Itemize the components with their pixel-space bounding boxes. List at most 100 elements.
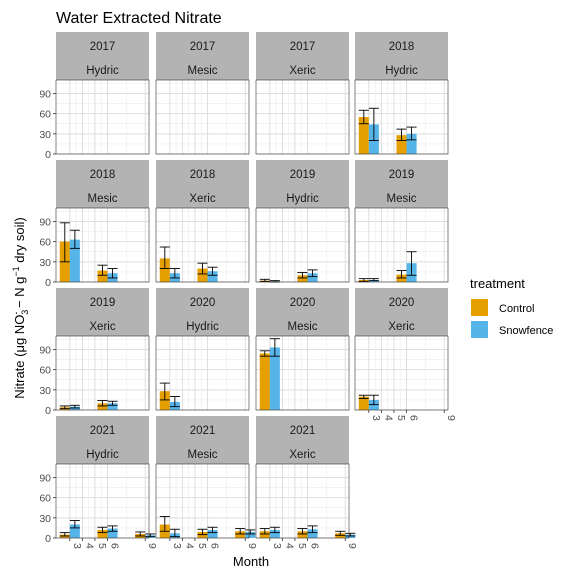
bar-control-month-6 <box>97 403 108 410</box>
error-bar-snowfence-month-9 <box>145 533 156 538</box>
error-bar-snowfence-month-3 <box>368 107 379 141</box>
strip-site-label: Mesic <box>287 321 317 333</box>
panel-2021-mesic: 2021 Mesic 3 4 5 6 9 <box>155 416 258 549</box>
strip-site-label: Hydric <box>385 65 418 77</box>
bar-snowfence-month-3 <box>269 347 280 410</box>
error-bar-control-month-3 <box>259 528 270 535</box>
error-bar-snowfence-month-6 <box>107 525 118 532</box>
bar-control-month-9 <box>235 531 246 538</box>
panel-2020-xeric: 2020 Xeric 3 4 5 6 9 <box>354 288 457 421</box>
error-bar-snowfence-month-6 <box>307 269 318 278</box>
x-tick-label: 4 <box>83 543 95 549</box>
x-tick-label: 6 <box>408 415 420 421</box>
y-tick-label: 30 <box>39 513 51 525</box>
strip-year-label: 2017 <box>190 41 216 53</box>
x-tick-label: 6 <box>309 543 321 549</box>
chart-title: Water Extracted Nitrate <box>56 10 222 27</box>
bar-control-month-6 <box>97 529 108 538</box>
panel-2021-xeric: 2021 Xeric 3 4 5 6 9 <box>255 416 358 549</box>
y-tick-label: 30 <box>39 385 51 397</box>
error-bar-control-month-3 <box>59 405 70 410</box>
x-tick-label: 9 <box>445 415 457 421</box>
panel-grid: 2017Hydric03060902017Mesic2017Xeric2018H… <box>39 32 457 549</box>
error-bar-snowfence-month-6 <box>207 266 218 276</box>
error-bar-control-month-6 <box>97 400 108 407</box>
error-bar-control-month-3 <box>358 109 369 125</box>
strip-year-label: 2020 <box>389 297 415 309</box>
error-bar-control-month-6 <box>197 528 208 536</box>
y-tick-label: 0 <box>45 277 51 289</box>
legend-label-snowfence: Snowfence <box>499 325 553 337</box>
panel-background <box>256 208 349 282</box>
x-tick-label: 5 <box>296 543 308 549</box>
panel-background <box>355 336 448 410</box>
error-bar-control-month-3 <box>259 350 270 357</box>
y-tick-label: 90 <box>39 216 51 228</box>
bar-snowfence-month-6 <box>107 528 118 538</box>
strip-site-label: Hydric <box>86 65 119 77</box>
panel-2018-xeric: 2018 Xeric <box>155 160 250 283</box>
strip-site-label: Mesic <box>187 65 217 77</box>
facet-strip <box>355 32 448 80</box>
panel-border <box>155 335 250 411</box>
panel-border <box>55 79 150 155</box>
error-bar-control-month-3 <box>59 532 70 537</box>
error-bar-control-month-6 <box>97 264 108 276</box>
panel-background <box>355 208 448 282</box>
strip-year-label: 2021 <box>190 425 216 437</box>
bar-snowfence-month-6 <box>307 529 318 538</box>
error-bar-control-month-3 <box>259 278 270 282</box>
error-bar-snowfence-month-6 <box>107 400 118 406</box>
facet-strip <box>156 32 249 80</box>
bar-snowfence-month-3 <box>69 524 80 538</box>
y-tick-label: 60 <box>39 237 51 249</box>
panel-2019-hydric: 2019 Hydric <box>255 160 350 283</box>
x-tick-label: 3 <box>370 415 382 421</box>
y-tick-label: 90 <box>39 88 51 100</box>
facet-strip <box>156 160 249 208</box>
strip-site-label: Xeric <box>388 321 414 333</box>
error-bar-control-month-9 <box>235 528 246 535</box>
panel-border <box>255 79 350 155</box>
error-bar-control-month-9 <box>135 531 146 537</box>
legend-title: treatment <box>470 276 525 291</box>
error-bar-control-month-6 <box>297 272 308 279</box>
panel-border <box>255 335 350 411</box>
panel-background <box>56 80 149 154</box>
error-bar-control-month-3 <box>358 394 369 400</box>
strip-year-label: 2021 <box>90 425 116 437</box>
x-tick-label: 3 <box>271 543 283 549</box>
bar-control-month-3 <box>259 531 270 538</box>
facet-strip <box>156 416 249 464</box>
strip-site-label: Xeric <box>289 449 315 461</box>
y-tick-label: 60 <box>39 493 51 505</box>
facet-strip <box>256 32 349 80</box>
bar-snowfence-month-6 <box>406 133 417 154</box>
bar-snowfence-month-3 <box>269 529 280 538</box>
y-tick-label: 90 <box>39 344 51 356</box>
error-bar-control-month-3 <box>159 382 170 401</box>
x-tick-label: 3 <box>71 543 83 549</box>
x-tick-label: 5 <box>196 543 208 549</box>
error-bar-snowfence-month-3 <box>69 404 80 409</box>
facet-strip <box>56 288 149 336</box>
strip-year-label: 2021 <box>290 425 316 437</box>
error-bar-snowfence-month-3 <box>69 520 80 529</box>
error-bar-control-month-9 <box>335 530 346 536</box>
x-tick-label: 6 <box>209 543 221 549</box>
y-tick-label: 0 <box>45 533 51 545</box>
error-bar-control-month-6 <box>197 262 208 275</box>
strip-site-label: Hydric <box>186 321 219 333</box>
strip-site-label: Hydric <box>286 193 319 205</box>
y-tick-label: 90 <box>39 472 51 484</box>
y-tick-label: 60 <box>39 109 51 121</box>
x-tick-label: 9 <box>146 543 158 549</box>
error-bar-snowfence-month-9 <box>345 532 356 537</box>
bar-control-month-3 <box>358 117 369 154</box>
error-bar-snowfence-month-3 <box>169 268 180 279</box>
error-bar-snowfence-month-6 <box>307 525 318 534</box>
panel-2020-hydric: 2020 Hydric <box>155 288 250 411</box>
panel-border <box>155 79 250 155</box>
panel-2019-mesic: 2019 Mesic <box>354 160 449 283</box>
x-tick-label: 4 <box>183 543 195 549</box>
